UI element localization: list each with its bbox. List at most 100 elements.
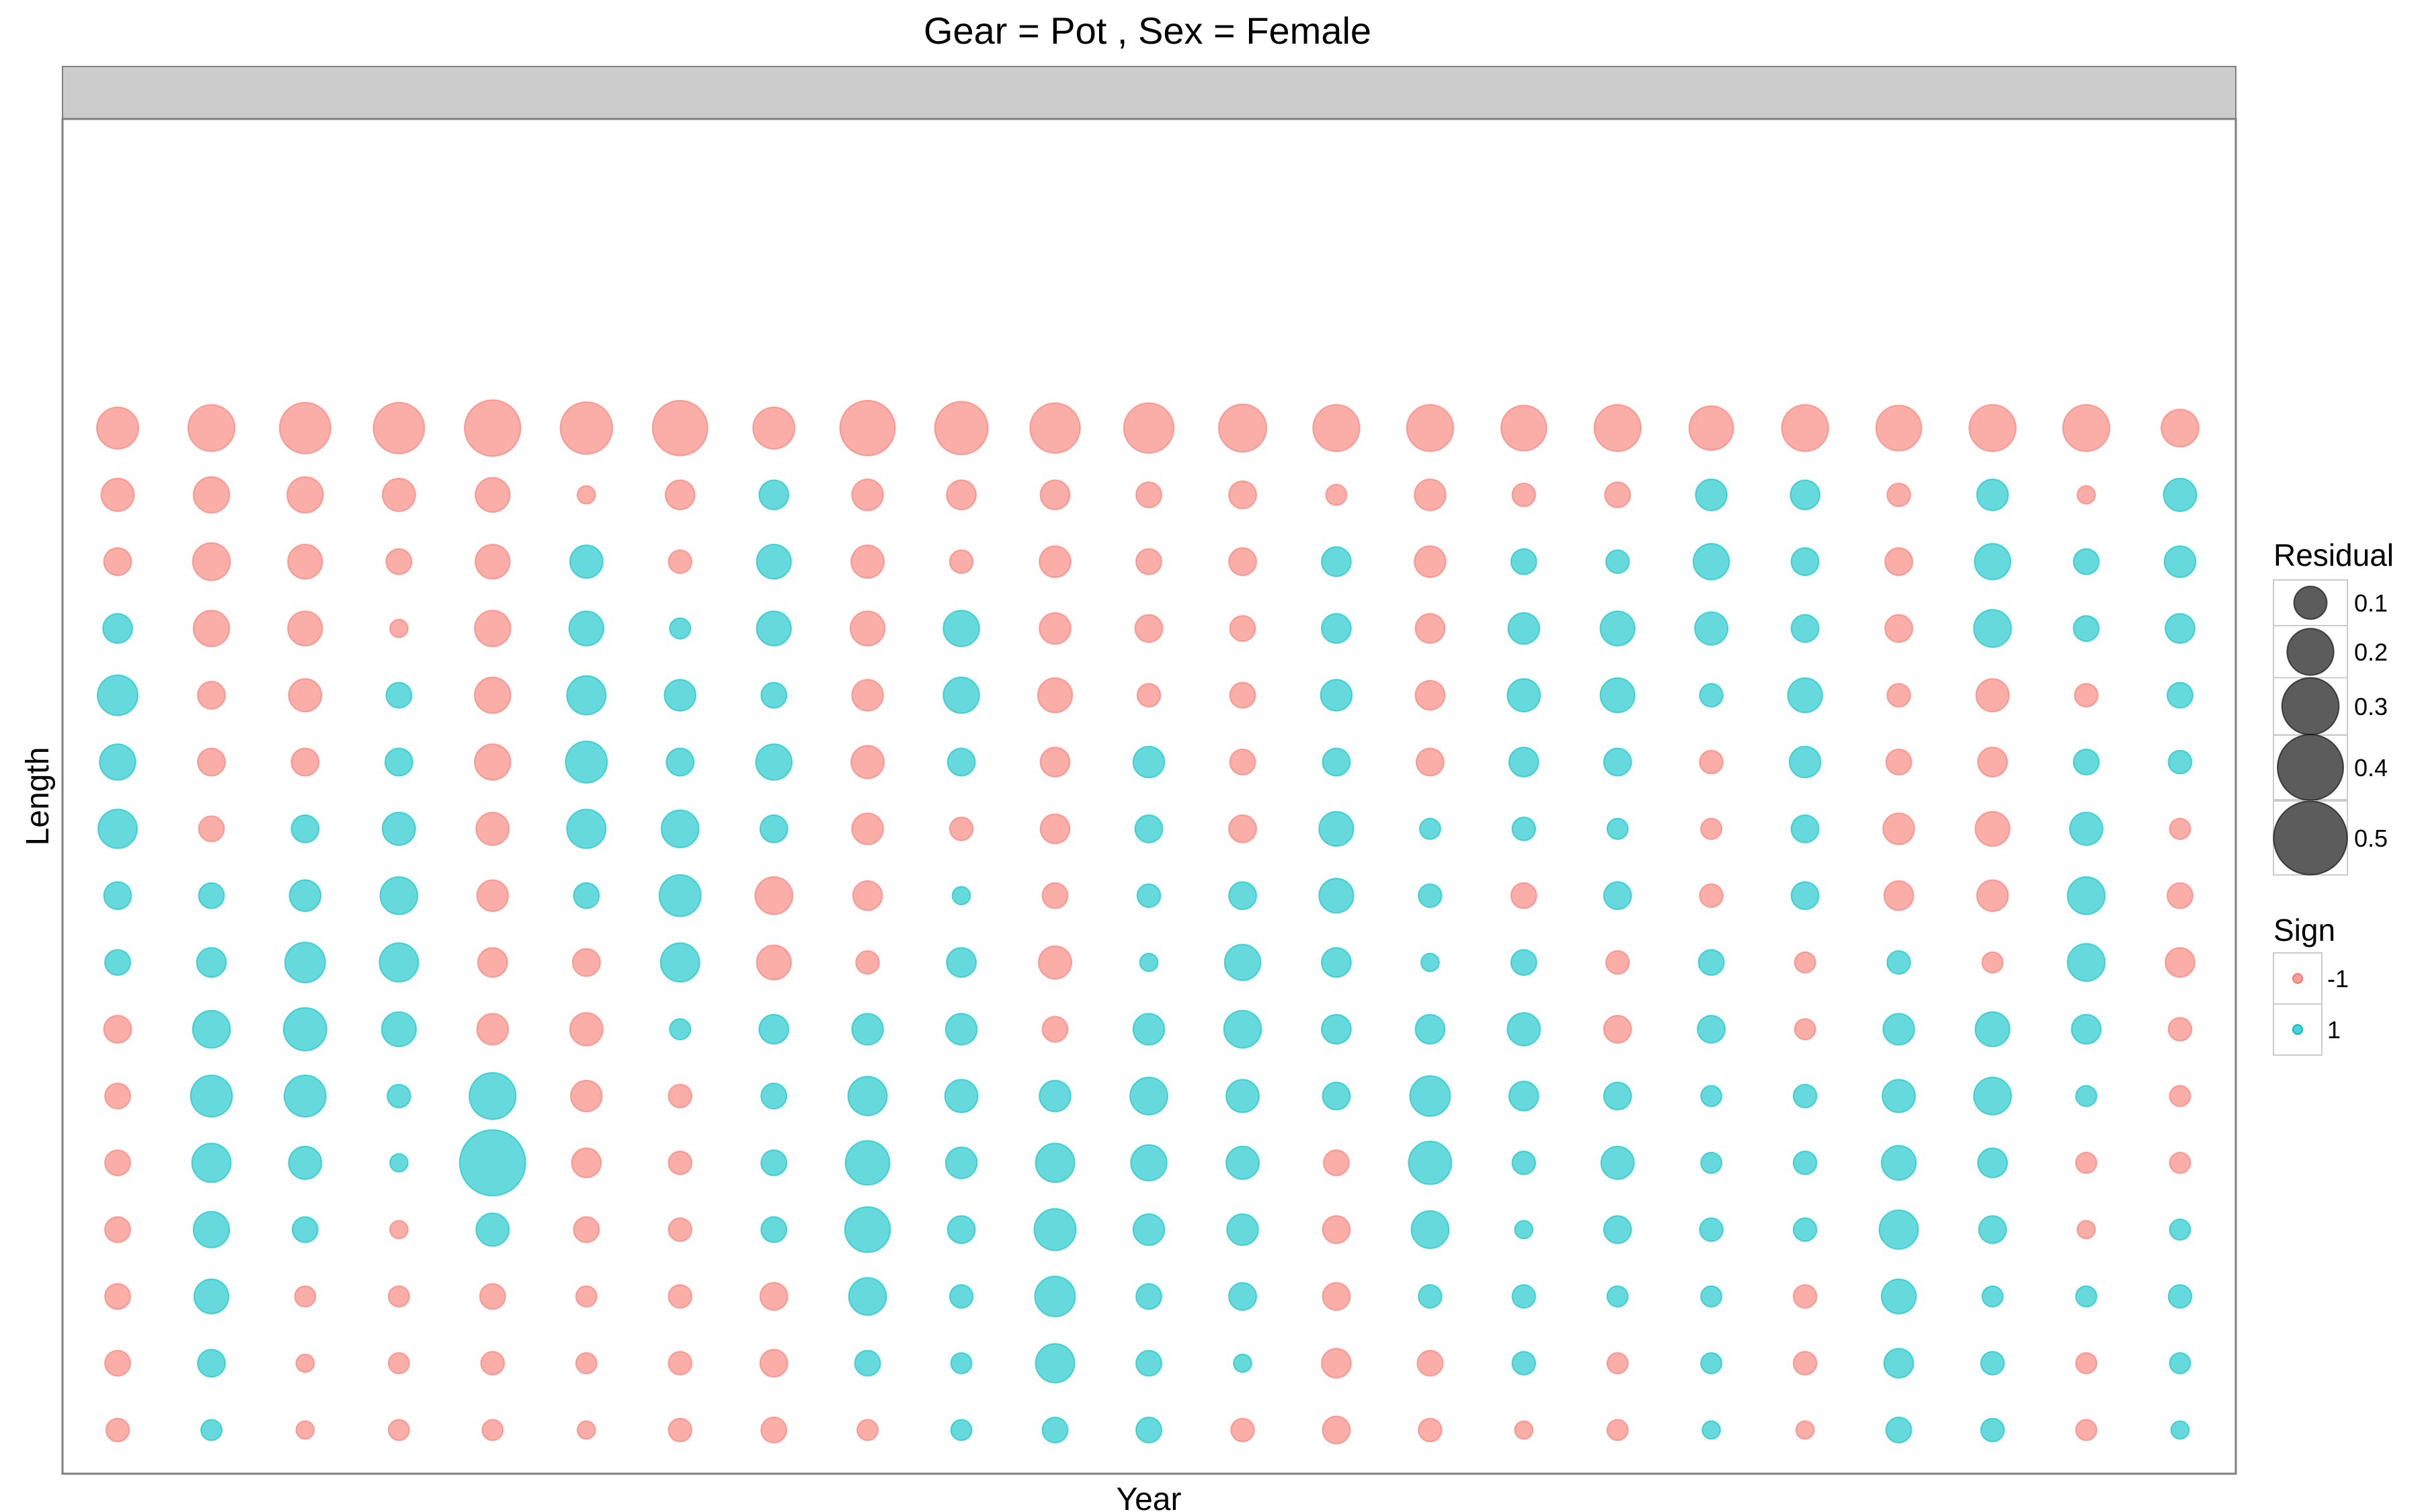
residual-point (1508, 1081, 1539, 1111)
residual-point (1510, 949, 1537, 976)
residual-point (1414, 1013, 1446, 1045)
residual-point (1697, 1015, 1726, 1044)
residual-point (759, 1349, 789, 1378)
residual-point (1408, 1140, 1453, 1185)
residual-point (851, 679, 884, 712)
legend-size-label: 0.4 (2354, 754, 2388, 782)
residual-point (1885, 1417, 1912, 1443)
residual-point (479, 1283, 506, 1310)
residual-point (2076, 1220, 2096, 1240)
residual-point (192, 1211, 231, 1249)
residual-point (378, 942, 419, 983)
residual-point (380, 1011, 417, 1048)
residual-point (389, 1153, 409, 1173)
residual-point (1882, 1013, 1915, 1046)
residual-point (1884, 614, 1914, 643)
residual-point (573, 882, 600, 909)
residual-point (666, 747, 695, 777)
residual-point (850, 745, 885, 780)
residual-point (1695, 478, 1728, 511)
residual-point (1406, 404, 1455, 452)
legend-color-label: -1 (2327, 965, 2349, 993)
residual-point (1039, 479, 1071, 511)
residual-point (102, 613, 133, 644)
residual-point (1039, 1079, 1072, 1113)
residual-point (288, 879, 322, 913)
residual-point (1409, 1075, 1451, 1117)
residual-point (278, 402, 331, 454)
residual-point (755, 743, 793, 781)
residual-point (949, 816, 974, 841)
residual-point (1039, 612, 1072, 645)
residual-point (1510, 548, 1537, 575)
residual-point (387, 1285, 410, 1308)
residual-point (474, 743, 512, 781)
residual-point (1507, 612, 1541, 645)
residual-point (1790, 614, 1820, 643)
residual-point (1606, 817, 1629, 840)
residual-point (566, 675, 607, 716)
residual-point (1606, 1352, 1629, 1375)
residual-point (1605, 950, 1630, 975)
residual-point (1129, 1077, 1168, 1116)
residual-point (1974, 543, 2011, 581)
residual-point (2075, 1285, 2097, 1308)
residual-point (1606, 1285, 1629, 1308)
residual-point (2169, 1218, 2191, 1241)
residual-point (1130, 1144, 1168, 1182)
residual-point (1414, 679, 1446, 711)
points-layer (96, 399, 2200, 1445)
residual-point (1233, 1353, 1252, 1373)
residual-point (2167, 1017, 2193, 1042)
residual-point (1136, 683, 1162, 708)
residual-point (1041, 882, 1069, 909)
residual-point (1322, 1415, 1351, 1445)
residual-point (1037, 677, 1074, 714)
residual-point (1134, 614, 1164, 643)
residual-point (192, 610, 231, 648)
residual-point (2169, 817, 2191, 840)
legend-size-symbol (2277, 734, 2344, 801)
residual-point (760, 681, 788, 709)
residual-point (295, 1420, 315, 1440)
residual-point (475, 544, 511, 580)
residual-point (96, 407, 139, 450)
residual-point (1322, 1149, 1350, 1177)
residual-point (568, 610, 604, 646)
residual-point (1599, 610, 1636, 646)
residual-point (849, 610, 886, 646)
legend-size-keys: 0.1 0.2 0.3 0.4 0.5 (2273, 579, 2388, 876)
residual-point (1132, 745, 1166, 779)
residual-point (389, 618, 409, 638)
residual-point (1418, 883, 1443, 909)
residual-point (1321, 613, 1352, 644)
residual-point (1229, 681, 1256, 709)
residual-point (1135, 1417, 1162, 1443)
residual-point (1321, 1347, 1352, 1379)
residual-point (1318, 810, 1355, 847)
residual-point (1033, 1208, 1077, 1251)
residual-point (847, 1076, 888, 1116)
residual-point (2163, 545, 2197, 579)
residual-point (1034, 1275, 1076, 1318)
residual-point (191, 1142, 232, 1183)
residual-point (290, 814, 320, 843)
residual-point (1223, 943, 1262, 981)
residual-point (1790, 814, 1820, 843)
residual-point (2165, 947, 2195, 978)
residual-point (575, 1285, 598, 1308)
residual-point (1039, 747, 1071, 778)
residual-point (1414, 613, 1446, 644)
residual-point (192, 542, 231, 581)
residual-point (103, 881, 132, 911)
residual-point (1229, 749, 1256, 775)
residual-point (951, 886, 971, 906)
residual-point (1312, 404, 1361, 452)
residual-point (1511, 482, 1537, 507)
residual-point (104, 949, 131, 976)
residual-point (104, 1216, 131, 1243)
residual-point (2075, 1419, 2097, 1441)
residual-point (1135, 548, 1162, 575)
residual-point (476, 879, 510, 913)
residual-point (1132, 1213, 1166, 1247)
